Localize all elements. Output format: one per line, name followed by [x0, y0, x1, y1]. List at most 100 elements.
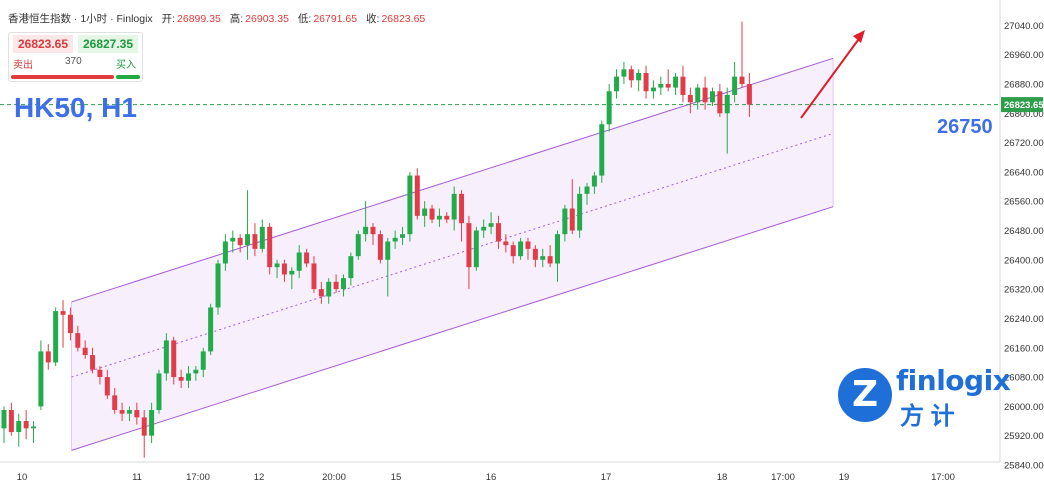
candle [274, 259, 280, 279]
candle-body [200, 351, 206, 370]
candle [717, 83, 723, 117]
candle [171, 336, 177, 385]
candle-body [702, 87, 708, 103]
candle-body [444, 215, 450, 220]
candle-body [680, 76, 686, 95]
candle [156, 369, 162, 414]
candle [259, 219, 265, 253]
candle [149, 402, 155, 444]
candle-body [614, 76, 620, 92]
buy-button[interactable]: 买入 [116, 60, 136, 71]
candle-body [274, 263, 280, 268]
candle-body [436, 215, 442, 220]
x-tick-label: 20:00 [322, 472, 346, 483]
x-tick-label: 17 [601, 472, 612, 483]
candle [687, 87, 693, 114]
candle [333, 274, 339, 293]
candle [23, 410, 29, 440]
candle-body [547, 256, 553, 264]
sell-button[interactable]: 卖出 [13, 60, 33, 71]
candle-body [304, 252, 310, 264]
finlogix-logo: Z finlogix 方 计 [838, 364, 1011, 430]
candle [665, 69, 671, 92]
y-tick-label: 26560.00 [1004, 197, 1044, 208]
candle-body [178, 377, 184, 381]
candle-body [429, 208, 435, 220]
candle [370, 223, 376, 246]
candle-body [119, 410, 125, 414]
candle-body [621, 69, 627, 77]
candle [510, 241, 516, 264]
candle-body [591, 175, 597, 187]
candle-body [739, 76, 745, 84]
candle-body [222, 241, 228, 264]
x-tick-label: 18 [717, 472, 728, 483]
candle-body [481, 226, 487, 231]
candle-body [628, 69, 634, 81]
candle-body [149, 410, 155, 436]
y-tick-label: 26240.00 [1004, 314, 1044, 325]
candle-body [193, 369, 199, 374]
candle [230, 230, 236, 253]
candle [1, 406, 7, 444]
y-tick-label: 26160.00 [1004, 343, 1044, 354]
candle-body [459, 193, 465, 224]
low-label: 低: [297, 13, 312, 25]
candle [650, 80, 656, 99]
candle-body [451, 193, 457, 220]
candle-body [259, 226, 265, 249]
candle-body [732, 76, 738, 95]
candle-body [746, 83, 752, 105]
candle [186, 366, 191, 389]
y-tick-label: 26480.00 [1004, 226, 1044, 237]
candle-body [643, 72, 649, 92]
candle-body [208, 307, 214, 352]
candle [481, 219, 487, 238]
candle [540, 248, 546, 268]
high-value: 26903.35 [245, 13, 289, 25]
candle [591, 171, 597, 194]
candle-body [363, 226, 369, 235]
candle [702, 76, 708, 110]
candle-body [104, 377, 110, 396]
candle-body [141, 417, 147, 436]
candle [695, 83, 701, 110]
candle-body [245, 234, 251, 246]
candle [739, 21, 745, 88]
candle [562, 204, 568, 242]
candle [673, 72, 679, 95]
candle-body [97, 369, 103, 378]
candle [584, 182, 590, 205]
candle-body [422, 208, 428, 216]
candle [193, 366, 199, 381]
candle-body [724, 94, 730, 114]
candle-body [473, 230, 479, 268]
candle-body [414, 175, 420, 216]
candle-body [400, 234, 406, 238]
candle [311, 256, 317, 293]
candle [178, 369, 184, 389]
candle-body [252, 234, 258, 249]
bid-price-button[interactable]: 26823.65 [13, 35, 73, 53]
candle [200, 347, 206, 378]
candle [112, 388, 118, 414]
candle-body [311, 263, 317, 290]
symbol-annotation: HK50, H1 [14, 92, 137, 123]
candle [444, 212, 450, 224]
candle-body [82, 347, 88, 356]
candle-body [163, 340, 169, 374]
candle [732, 61, 738, 103]
candle-body [156, 373, 162, 411]
candle-body [53, 311, 59, 363]
ask-price-button[interactable]: 26827.35 [78, 35, 138, 53]
sell-volume-bar [11, 75, 114, 79]
candle [495, 215, 501, 249]
chart-header: 香港恒生指数 · 1小时 · Finlogix 开: 26899.35 高: 269… [8, 11, 425, 26]
current-price-label: 26823.65 [1004, 100, 1044, 111]
candle [8, 402, 14, 436]
candle [407, 171, 413, 242]
candle-body [562, 208, 568, 235]
candle [215, 259, 221, 315]
candle [614, 69, 620, 99]
